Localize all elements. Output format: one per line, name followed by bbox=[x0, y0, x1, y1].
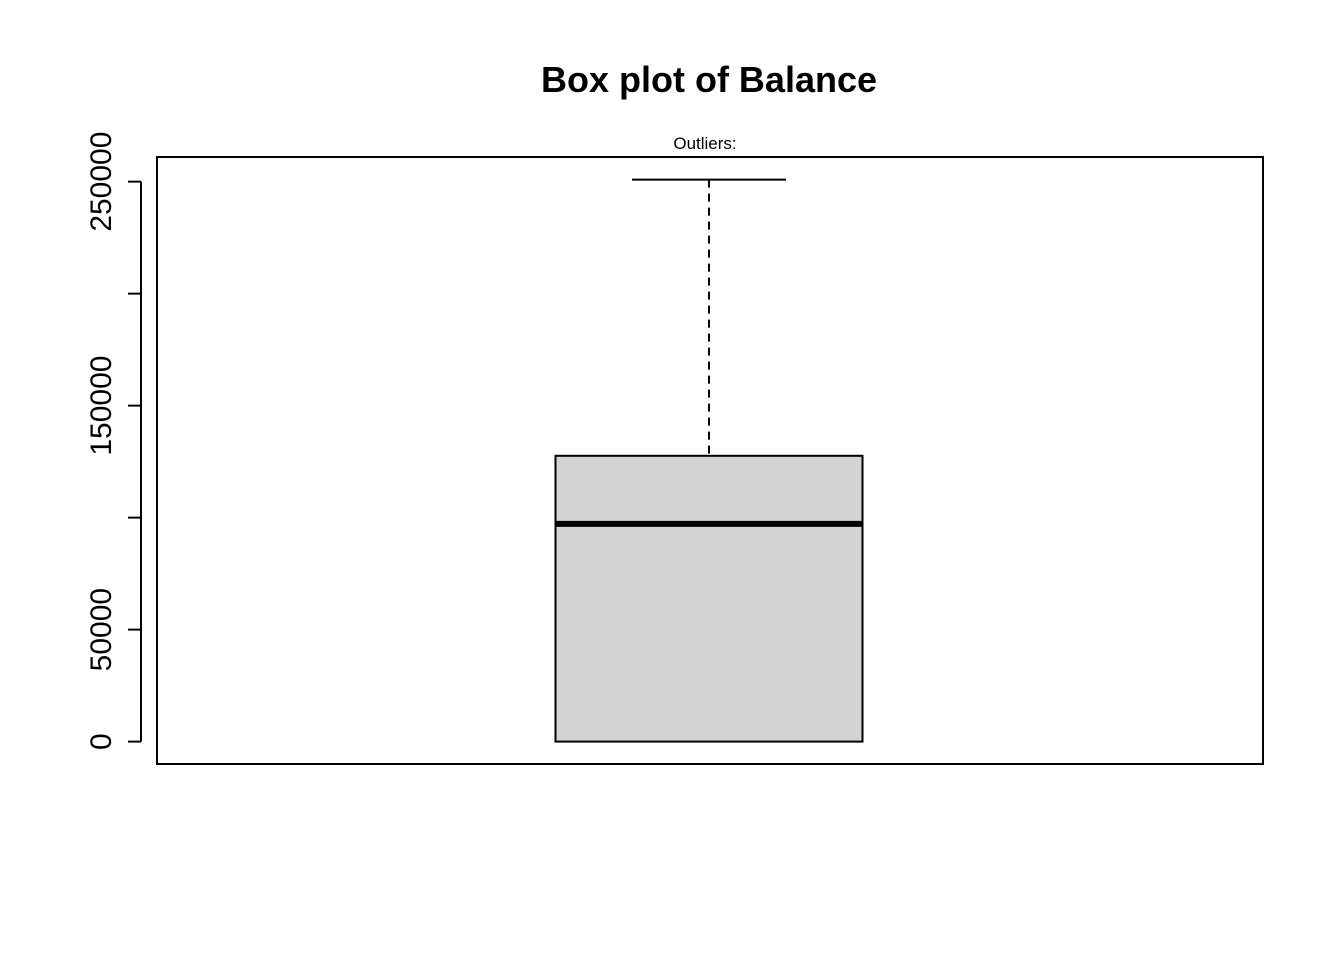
y-tick-label: 150000 bbox=[85, 356, 118, 456]
box-iqr bbox=[554, 454, 864, 743]
chart-title: Box plot of Balance bbox=[541, 59, 877, 100]
y-tick-label: 250000 bbox=[85, 132, 118, 232]
y-axis: 0 50000 150000 250000 bbox=[85, 132, 142, 750]
box-layer bbox=[554, 178, 864, 743]
chart-subtitle: Outliers: bbox=[673, 134, 736, 153]
y-tick-label: 0 bbox=[85, 733, 118, 750]
plot-frame bbox=[156, 156, 1264, 765]
y-tick-label: 50000 bbox=[85, 588, 118, 671]
